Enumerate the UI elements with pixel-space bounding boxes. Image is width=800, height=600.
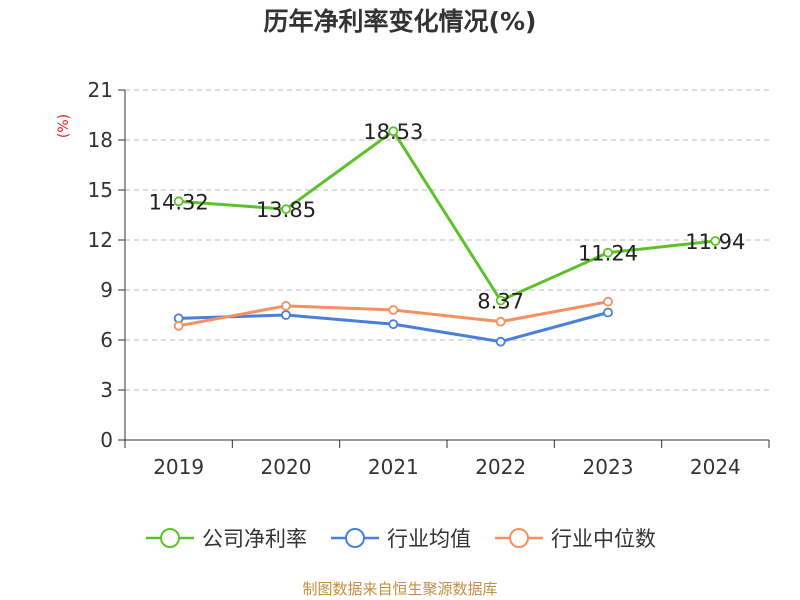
y-tick-label: 0 [100,428,113,452]
y-tick-label: 9 [100,278,113,302]
data-label: 11.94 [685,230,745,254]
data-point [388,126,399,137]
data-point [173,320,184,331]
y-tick-label: 15 [88,178,113,202]
data-point [173,196,184,207]
data-label: 11.24 [578,242,638,266]
chart-title: 历年净利率变化情况(%) [263,7,537,36]
data-point [495,336,506,347]
data-point [603,307,613,318]
data-labels: 14.32 13.85 18.53 8.37 11.24 11.94 [149,120,746,313]
data-point [388,305,399,315]
series-line-0 [178,129,716,302]
data-point [495,316,506,327]
x-tick-label: 2021 [368,455,419,479]
x-tick-label: 2024 [690,455,741,479]
legend-marker [495,528,543,548]
legend-marker [146,528,194,548]
data-source-note: 制图数据来自恒生聚源数据库 [302,580,498,598]
data-point [388,319,399,330]
data-point [495,295,506,306]
legend-item[interactable]: 行业均值 [329,523,471,553]
y-tick-label: 18 [88,128,113,152]
x-tick-label: 2019 [153,455,204,479]
data-point [281,204,291,215]
legend-label: 行业中位数 [551,527,656,551]
data-point [710,236,721,246]
data-point [281,300,291,311]
data-point [281,310,291,320]
data-label: 14.32 [149,190,209,214]
y-tick-label: 6 [100,328,113,352]
data-label: 18.53 [363,120,423,144]
chart-legend: 公司净利率 行业均值 行业中位数 [0,518,800,558]
legend-label: 公司净利率 [202,527,307,551]
axes: 0 3 6 9 12 15 18 21 2019 2020 2021 2022 2023 2024 [88,78,770,479]
legend-item[interactable]: 公司净利率 [144,523,307,553]
x-tick-label: 2023 [583,455,634,479]
data-label: 13.85 [256,198,316,222]
y-tick-label: 3 [100,378,113,402]
y-tick-label: 21 [88,78,113,102]
data-point [603,296,613,307]
data-label: 8.37 [477,290,524,314]
data-point [603,247,613,258]
y-axis-unit-label: (%) [56,114,72,138]
legend-label: 行业均值 [387,527,471,551]
y-tick-label: 12 [88,228,113,252]
series-lines [173,126,721,347]
legend-marker [331,528,379,548]
x-tick-label: 2022 [475,455,526,479]
legend-item[interactable]: 行业中位数 [493,523,656,553]
gridlines [125,89,769,391]
x-tick-label: 2020 [261,455,312,479]
